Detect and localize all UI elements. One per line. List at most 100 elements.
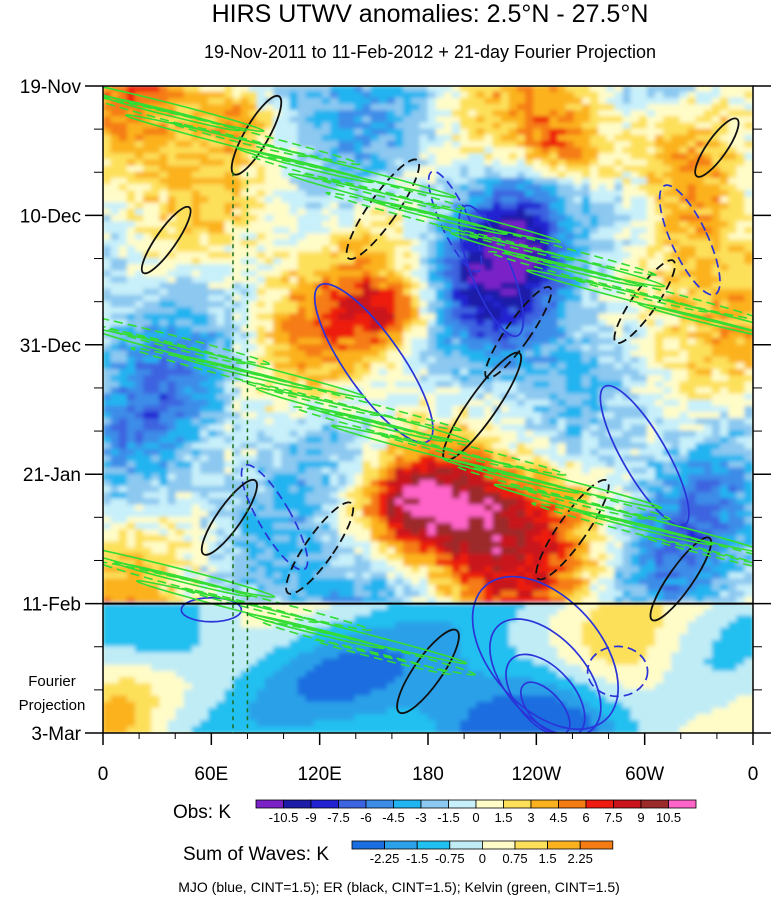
heat-cell xyxy=(305,110,315,118)
heat-cell xyxy=(443,356,454,364)
heat-cell xyxy=(110,221,120,229)
heat-cell xyxy=(655,264,665,272)
heat-cell xyxy=(468,282,478,291)
heat-cell xyxy=(191,295,202,303)
heat-cell xyxy=(419,251,429,260)
heat-cell xyxy=(638,190,649,198)
heat-cell xyxy=(248,91,259,100)
heat-cell xyxy=(655,288,665,297)
heat-cell xyxy=(598,202,608,210)
heat-cell xyxy=(191,436,202,445)
heat-cell xyxy=(687,295,697,303)
heat-cell xyxy=(273,442,283,451)
heat-cell xyxy=(135,202,145,210)
heat-cell xyxy=(427,116,437,124)
heat-cell xyxy=(135,184,145,192)
heat-cell xyxy=(484,344,494,352)
heat-cell xyxy=(224,381,234,389)
heat-cell xyxy=(362,455,372,463)
heat-cell xyxy=(736,288,746,297)
heat-cell xyxy=(460,319,470,328)
heat-cell xyxy=(256,467,267,475)
heat-cell xyxy=(720,258,730,266)
heat-cell xyxy=(411,227,421,235)
heat-cell xyxy=(143,455,153,463)
heat-cell xyxy=(638,442,649,451)
heat-cell xyxy=(638,103,649,112)
heat-cell xyxy=(720,245,730,254)
heat-cell xyxy=(370,282,380,291)
heat-cell xyxy=(500,455,510,463)
heat-cell xyxy=(370,424,380,432)
heat-cell xyxy=(346,196,356,204)
heat-cell xyxy=(720,103,730,112)
heat-cell xyxy=(443,91,454,100)
heat-cell xyxy=(695,97,705,106)
heat-cell xyxy=(606,239,616,247)
heat-cell xyxy=(346,393,356,401)
heat-cell xyxy=(313,116,324,124)
heat-cell xyxy=(403,147,413,155)
heat-cell xyxy=(622,177,632,186)
heat-cell xyxy=(655,325,665,334)
heat-cell xyxy=(297,282,307,291)
heat-cell xyxy=(354,153,364,161)
heat-cell xyxy=(216,313,226,321)
heat-cell xyxy=(297,276,307,284)
heat-cell xyxy=(695,208,705,217)
heat-cell xyxy=(135,399,145,408)
heat-cell xyxy=(655,375,665,383)
heat-cell xyxy=(703,405,714,414)
heat-cell xyxy=(403,103,413,112)
heat-cell xyxy=(663,202,673,210)
heat-cell xyxy=(159,307,169,315)
heat-cell xyxy=(126,258,137,266)
heat-cell xyxy=(549,319,559,328)
heat-cell xyxy=(313,344,324,352)
heat-cell xyxy=(606,325,616,334)
heat-cell xyxy=(679,171,689,180)
heat-cell xyxy=(679,214,689,223)
heat-cell xyxy=(175,165,185,173)
heat-cell xyxy=(460,307,470,315)
heat-cell xyxy=(118,177,129,186)
heat-cell xyxy=(565,288,575,297)
heat-cell xyxy=(159,325,169,334)
heat-cell xyxy=(273,399,283,408)
heat-cell xyxy=(655,442,665,451)
heat-cell xyxy=(200,140,210,149)
heat-cell xyxy=(703,301,714,309)
heat-cell xyxy=(403,461,413,469)
heat-cell xyxy=(110,418,120,426)
heat-cell xyxy=(118,344,129,352)
heat-cell xyxy=(386,325,397,334)
heat-cell xyxy=(687,375,697,383)
heat-cell xyxy=(321,103,332,112)
heat-cell xyxy=(476,461,486,469)
heat-cell xyxy=(321,295,332,303)
heat-cell xyxy=(305,381,315,389)
heat-cell xyxy=(330,208,340,217)
heat-cell xyxy=(395,430,405,438)
heat-cell xyxy=(208,307,218,315)
heat-cell xyxy=(378,134,389,143)
heat-cell xyxy=(175,301,185,309)
heat-cell xyxy=(525,208,535,217)
heat-cell xyxy=(216,399,226,408)
heat-cell xyxy=(248,97,259,106)
heat-cell xyxy=(265,412,275,420)
heat-cell xyxy=(330,344,340,352)
heat-cell xyxy=(557,375,567,383)
heat-cell xyxy=(167,86,177,93)
heat-cell xyxy=(395,97,405,106)
heat-cell xyxy=(728,221,738,229)
heat-cell xyxy=(248,393,259,401)
heat-cell xyxy=(435,362,445,371)
heat-cell xyxy=(370,116,380,124)
heat-cell xyxy=(451,393,462,401)
heat-cell xyxy=(240,91,250,100)
heat-cell xyxy=(216,344,226,352)
heat-cell xyxy=(305,208,315,217)
heat-cell xyxy=(655,214,665,223)
heat-cell xyxy=(118,301,129,309)
